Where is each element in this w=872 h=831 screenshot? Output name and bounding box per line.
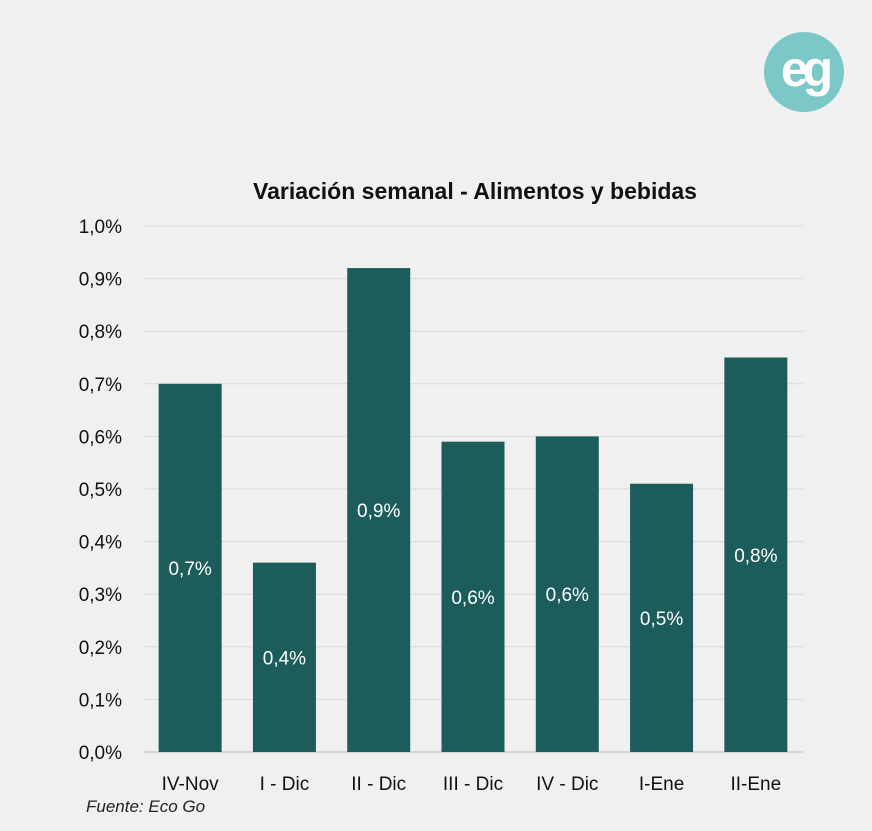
y-tick-label: 0,4%	[79, 533, 122, 554]
x-tick-label: IV - Dic	[536, 774, 598, 795]
y-tick-label: 0,2%	[79, 638, 122, 659]
data-label: 0,8%	[734, 546, 777, 567]
bar	[724, 357, 788, 752]
bar	[158, 383, 222, 752]
chart-title: Variación semanal - Alimentos y bebidas	[253, 178, 697, 204]
data-label: 0,9%	[357, 501, 400, 522]
y-tick-label: 0,3%	[79, 585, 122, 606]
y-tick-label: 0,8%	[79, 322, 122, 343]
source-note: Fuente: Eco Go	[86, 797, 206, 816]
data-label: 0,4%	[263, 648, 306, 669]
bar	[535, 436, 599, 752]
data-label: 0,5%	[640, 609, 683, 630]
x-tick-label: III - Dic	[443, 774, 503, 795]
bar	[630, 483, 694, 752]
y-tick-label: 0,5%	[79, 480, 122, 501]
y-tick-label: 0,0%	[79, 743, 122, 764]
bar	[252, 562, 316, 752]
eco-go-logo: eg	[764, 32, 844, 112]
x-tick-label: II - Dic	[351, 774, 406, 795]
x-tick-label: I - Dic	[260, 774, 310, 795]
y-tick-label: 0,7%	[79, 375, 122, 396]
x-tick-label: IV-Nov	[162, 774, 220, 795]
bar	[441, 441, 505, 752]
x-tick-label: II-Ene	[731, 774, 782, 795]
data-label: 0,7%	[168, 559, 211, 580]
bar	[347, 268, 411, 752]
logo-text: eg	[780, 41, 833, 97]
y-tick-label: 0,6%	[79, 427, 122, 448]
data-label: 0,6%	[546, 585, 589, 606]
y-tick-label: 0,9%	[79, 270, 122, 291]
y-tick-label: 0,1%	[79, 690, 122, 711]
x-tick-label: I-Ene	[639, 774, 684, 795]
data-label: 0,6%	[451, 588, 494, 609]
y-tick-label: 1,0%	[79, 217, 122, 238]
